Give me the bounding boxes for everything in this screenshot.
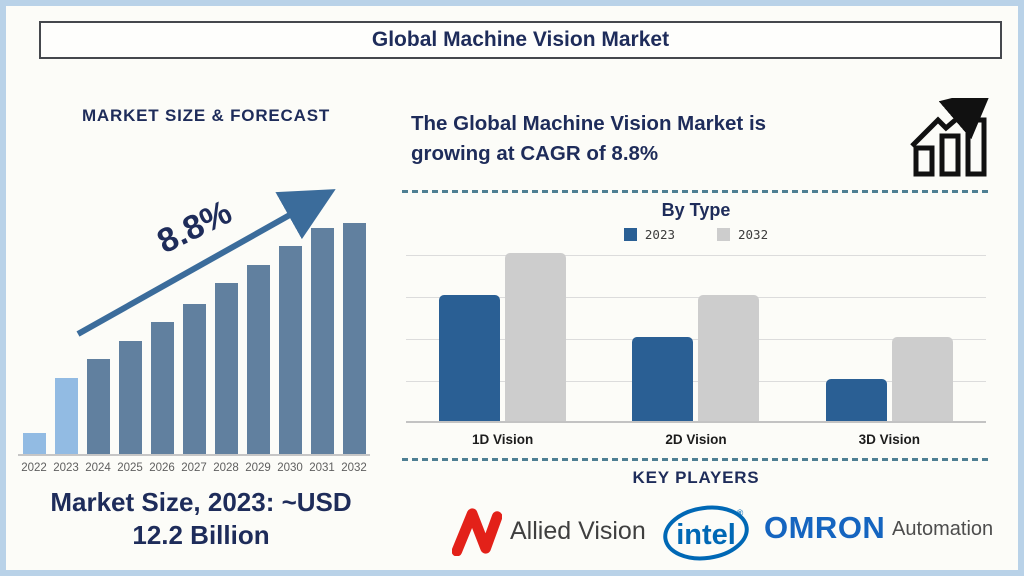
- forecast-bar-2026: [150, 322, 174, 454]
- year-label: 2022: [21, 462, 47, 474]
- forecast-bar-slot: [50, 378, 82, 454]
- forecast-bar-2025: [118, 341, 142, 454]
- allied-vision-wordmark: Allied Vision: [510, 516, 646, 545]
- year-label: 2023: [53, 462, 79, 474]
- forecast-bar-slot: [274, 246, 306, 454]
- market-size-caption-line1: Market Size, 2023: ~USD: [50, 487, 352, 517]
- dashed-divider-top: [402, 190, 990, 193]
- year-label: 2024: [85, 462, 111, 474]
- legend-swatch: [623, 228, 637, 241]
- forecast-bar-slot: [18, 433, 50, 454]
- forecast-bar-slot: [338, 223, 370, 454]
- forecast-bar-slot: [306, 228, 338, 454]
- key-players-heading: KEY PLAYERS: [632, 468, 760, 487]
- bytype-category-labels: 1D Vision 2D Vision 3D Vision: [406, 432, 986, 447]
- forecast-bar-2027: [182, 304, 206, 454]
- dashed-divider-bottom: [402, 458, 990, 461]
- forecast-bar-slot: [210, 283, 242, 454]
- cagr-headline: The Global Machine Vision Market is grow…: [411, 109, 901, 168]
- intel-logo: intel ®: [663, 505, 749, 561]
- allied-vision-mark-icon: [452, 508, 502, 556]
- forecast-bar-slot: [146, 322, 178, 454]
- gridline: [406, 339, 986, 340]
- forecast-bar-2022: [22, 433, 46, 454]
- year-label: 2030: [277, 462, 303, 474]
- forecast-bar-2028: [214, 283, 238, 454]
- growth-arrow: [76, 189, 336, 337]
- bar-group-1d-vision: [439, 253, 567, 421]
- bytype-legend: 2023 2032: [402, 227, 990, 242]
- year-label: 2028: [213, 462, 239, 474]
- bar-group-2d-vision: [632, 295, 760, 421]
- intel-registered-mark: ®: [737, 508, 744, 518]
- page-title: Global Machine Vision Market: [371, 28, 670, 51]
- year-label: 2032: [341, 462, 367, 474]
- year-label: 2026: [149, 462, 175, 474]
- gridline: [406, 381, 986, 382]
- bar-2d-vision-2023: [632, 337, 694, 421]
- omron-wordmark: OMRON: [764, 510, 886, 545]
- forecast-heading: MARKET SIZE & FORECAST: [81, 106, 331, 125]
- bytype-title: By Type: [661, 200, 731, 220]
- forecast-bar-2030: [278, 246, 302, 454]
- bytype-plot: [406, 253, 986, 423]
- forecast-bar-2029: [246, 265, 270, 454]
- cagr-headline-line2: growing at CAGR of 8.8%: [411, 141, 659, 165]
- bar-3d-vision-2032: [891, 337, 953, 421]
- gridline: [406, 255, 986, 256]
- category-label-2d: 2D Vision: [665, 432, 727, 447]
- forecast-bar-2024: [86, 359, 110, 454]
- title-box: Global Machine Vision Market: [39, 21, 1002, 59]
- bar-1d-vision-2032: [505, 253, 567, 421]
- bar-2d-vision-2032: [698, 295, 760, 421]
- forecast-bar-slot: [178, 304, 210, 454]
- forecast-bar-slot: [114, 341, 146, 454]
- forecast-bars: [18, 218, 370, 456]
- market-size-caption-line2: 12.2 Billion: [132, 519, 270, 550]
- year-label: 2027: [181, 462, 207, 474]
- year-label: 2029: [245, 462, 271, 474]
- intel-wordmark: intel: [676, 519, 736, 551]
- category-label-3d: 3D Vision: [858, 432, 920, 447]
- gridline: [406, 297, 986, 298]
- bar-3d-vision-2023: [825, 379, 887, 421]
- market-size-caption: Market Size, 2023: ~USD 12.2 Billion: [18, 486, 384, 551]
- year-label: 2025: [117, 462, 143, 474]
- forecast-bar-2032: [342, 223, 366, 454]
- legend-item-2023: 2023: [623, 227, 675, 242]
- legend-label: 2023: [644, 227, 675, 242]
- forecast-bar-2023: [54, 378, 78, 454]
- cagr-headline-line1: The Global Machine Vision Market is: [411, 112, 767, 135]
- legend-item-2032: 2032: [717, 227, 768, 242]
- allied-vision-logo: Allied Vision: [452, 506, 646, 556]
- forecast-year-labels: 2022 2023 2024 2025 2026 2027 2028 2029 2030 2031…: [18, 462, 370, 474]
- growth-chart-icon: [910, 98, 992, 177]
- forecast-bar-slot: [242, 265, 274, 454]
- bar-group-3d-vision: [825, 337, 953, 421]
- forecast-bar-2031: [310, 228, 334, 454]
- legend-label: 2032: [738, 227, 769, 242]
- bar-1d-vision-2023: [439, 295, 501, 421]
- category-label-1d: 1D Vision: [472, 432, 534, 447]
- omron-automation-label: Automation: [892, 518, 994, 540]
- forecast-bar-slot: [82, 359, 114, 454]
- legend-swatch: [717, 228, 730, 241]
- year-label: 2031: [309, 462, 335, 474]
